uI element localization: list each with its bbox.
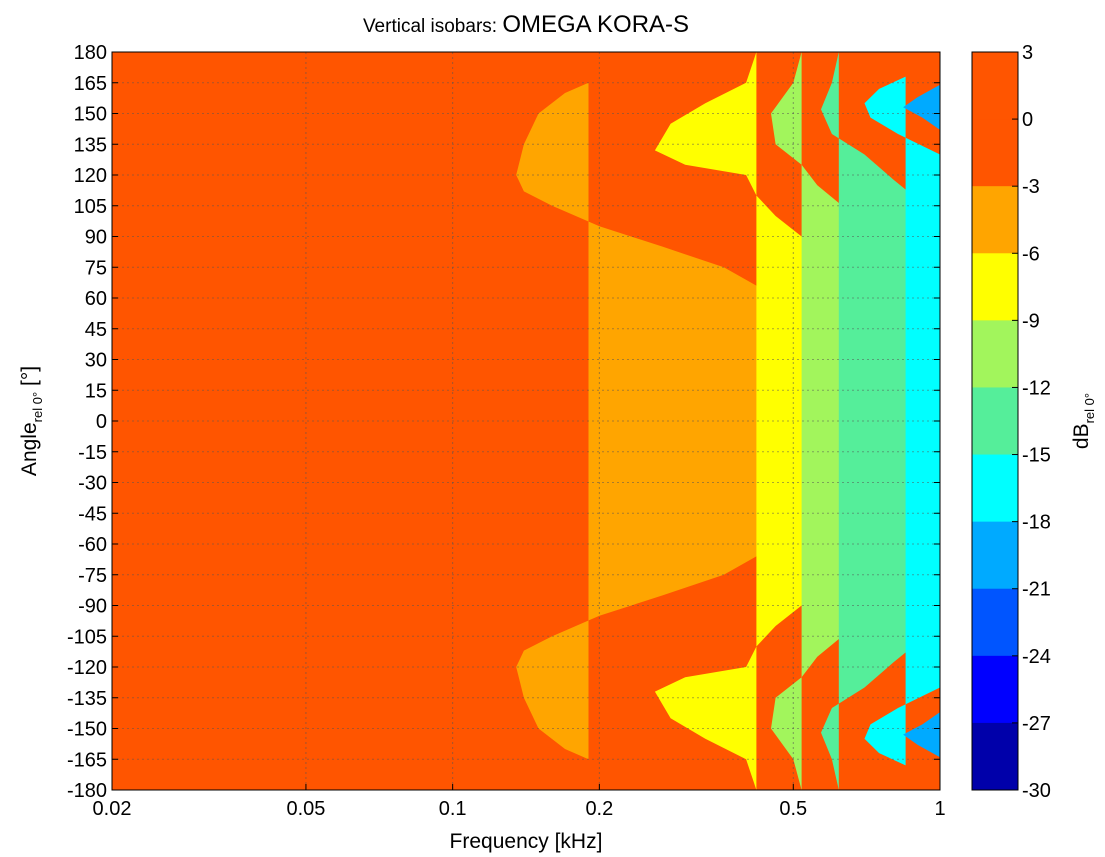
colorbar-label: dBrel 0°	[1070, 393, 1097, 449]
x-tick-label: 0.02	[93, 798, 132, 820]
y-tick-label: 45	[85, 319, 107, 341]
y-tick-label: -135	[67, 688, 107, 710]
y-tick-label: 30	[85, 350, 107, 372]
title-prefix: Vertical isobars:	[363, 16, 502, 37]
x-tick-label: 1	[934, 798, 945, 820]
y-tick-label: 75	[85, 257, 107, 279]
grid	[112, 52, 940, 790]
y-tick-label: -75	[78, 565, 107, 587]
y-tick-label: -150	[67, 719, 107, 741]
colorbar-tick-label: -27	[1022, 713, 1051, 735]
colorbar-segment-4	[972, 253, 1018, 321]
colorbar-tick-label: -24	[1022, 646, 1051, 668]
colorbar-segment-1	[972, 52, 1018, 120]
y-axis-label: Anglerel 0° [°]	[18, 366, 45, 476]
y-tick-label: -30	[78, 473, 107, 495]
y-tick-label: -15	[78, 442, 107, 464]
colorbar-segment-2	[972, 119, 1018, 187]
y-tick-label: -105	[67, 626, 107, 648]
x-tick-label: 0.5	[779, 798, 807, 820]
y-tick-label: -90	[78, 596, 107, 618]
colorbar-tick-label: -15	[1022, 445, 1051, 467]
plot-area	[112, 52, 940, 790]
colorbar-tick-label: -18	[1022, 512, 1051, 534]
colorbar-tick-label: -6	[1022, 243, 1040, 265]
colorbar-border	[971, 51, 1019, 791]
y-tick-label: -60	[78, 534, 107, 556]
colorbar-tick-label: -21	[1022, 579, 1051, 601]
colorbar-segment-5	[972, 320, 1018, 388]
colorbar-segment-8	[972, 521, 1018, 590]
y-tick-label: -165	[67, 749, 107, 771]
y-tick-label: -120	[67, 657, 107, 679]
colorbar-segment-6	[972, 387, 1018, 456]
x-axis: 0.02 0.05 0.1 0.2 0.5 1	[93, 784, 946, 820]
y-tick-label: 165	[74, 73, 107, 95]
colorbar-segment-3	[972, 186, 1018, 254]
colorbar-segment-7	[972, 454, 1018, 523]
y-tick-label: 90	[85, 227, 107, 249]
colorbar-segment-11	[972, 722, 1018, 791]
y-tick-label: 0	[96, 411, 107, 433]
y-tick-label: 15	[85, 380, 107, 402]
colorbar-segment-10	[972, 655, 1018, 724]
colorbar	[971, 51, 1019, 791]
colorbar-label-subscript: rel 0°	[1082, 393, 1097, 424]
x-tick-label: 0.2	[585, 798, 613, 820]
x-tick-label: 0.1	[439, 798, 467, 820]
x-axis-label: Frequency [kHz]	[450, 830, 603, 853]
colorbar-segment-9	[972, 588, 1018, 657]
y-axis: 1801651501351201059075604530150-15-30-45…	[67, 42, 940, 802]
colorbar-tick-label: 0	[1022, 109, 1033, 131]
colorbar-tick-label: -9	[1022, 310, 1040, 332]
y-tick-label: 60	[85, 288, 107, 310]
colorbar-tick-label: 3	[1022, 42, 1033, 64]
y-tick-label: 120	[74, 165, 107, 187]
y-axis-label-subscript: rel 0°	[30, 392, 45, 423]
x-tick-label: 0.05	[286, 798, 325, 820]
y-tick-label: 180	[74, 42, 107, 64]
y-tick-label: 150	[74, 104, 107, 126]
y-tick-label: -45	[78, 503, 107, 525]
contour-band-5	[864, 76, 940, 766]
y-tick-label: 105	[74, 196, 107, 218]
chart-title: Vertical isobars: OMEGA KORA-S	[363, 11, 689, 38]
colorbar-ticks: 3 0 -3 -6 -9 -12 -15 -18 -21 -24 -27 -30	[1012, 42, 1051, 802]
colorbar-tick-label: -3	[1022, 176, 1040, 198]
colorbar-tick-label: -12	[1022, 377, 1051, 399]
y-tick-label: -180	[67, 780, 107, 802]
title-main: OMEGA KORA-S	[502, 11, 689, 38]
colorbar-tick-label: -30	[1022, 780, 1051, 802]
y-tick-label: 135	[74, 134, 107, 156]
